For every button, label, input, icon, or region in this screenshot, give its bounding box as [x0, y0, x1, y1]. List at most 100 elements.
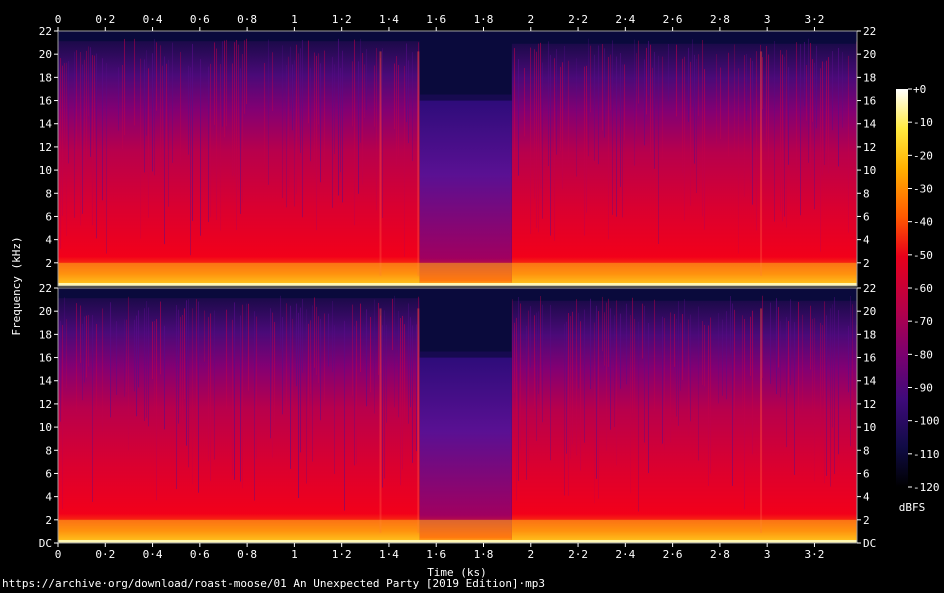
streak — [602, 296, 603, 352]
streak — [578, 312, 579, 389]
streak — [726, 311, 727, 400]
streak — [124, 38, 125, 136]
streak — [200, 59, 201, 236]
streak — [646, 47, 647, 115]
x-tick-label-top: 2·4 — [615, 13, 635, 26]
streak — [588, 38, 589, 157]
streak — [790, 299, 791, 385]
y-tick-label-left: 18 — [39, 328, 52, 341]
streak — [134, 319, 135, 392]
spectral-streaks — [60, 38, 857, 257]
streak — [634, 318, 635, 418]
streak — [286, 65, 287, 208]
streak — [118, 67, 119, 131]
streak — [64, 62, 65, 141]
streak — [580, 321, 581, 471]
streak — [192, 43, 193, 221]
colorbar-tick-label: -90 — [913, 382, 933, 395]
x-tick-label-bottom: 2·2 — [568, 548, 588, 561]
streak — [148, 68, 149, 218]
streak — [408, 60, 409, 144]
streak — [208, 317, 209, 461]
streak — [682, 58, 683, 173]
streak — [210, 313, 211, 481]
y-tick-label-right: 4 — [863, 234, 870, 247]
streak — [416, 324, 417, 452]
streak — [316, 306, 317, 375]
streak — [548, 41, 549, 166]
streak — [216, 48, 217, 220]
source-url-footer: https://archive·org/download/roast-moose… — [2, 577, 546, 590]
y-tick-label-right: 16 — [863, 352, 876, 365]
streak — [536, 51, 537, 229]
transient-line — [379, 51, 382, 276]
y-axis-label: Frequency (kHz) — [10, 236, 23, 335]
x-tick-label-top: 2·6 — [663, 13, 683, 26]
streak — [752, 310, 753, 455]
streak — [144, 308, 145, 421]
streak — [296, 44, 297, 194]
streak — [180, 51, 181, 164]
streak — [152, 53, 153, 172]
streak — [670, 312, 671, 443]
spectrum-section-2-lowpassed — [419, 357, 512, 543]
x-tick-label-bottom: 2 — [527, 548, 534, 561]
streak — [94, 55, 95, 170]
streak — [664, 317, 665, 450]
streak — [698, 306, 699, 461]
streak — [848, 55, 849, 233]
streak — [318, 53, 319, 125]
streak — [332, 56, 333, 208]
streak — [732, 303, 733, 486]
streak — [184, 308, 185, 400]
streak — [616, 56, 617, 217]
streak — [248, 303, 249, 391]
streak — [638, 321, 639, 512]
streak — [634, 39, 635, 166]
y-tick-label-left: 16 — [39, 95, 52, 108]
streak — [66, 319, 67, 389]
y-tick-label-right: 14 — [863, 118, 877, 131]
streak — [518, 59, 519, 176]
transient-line — [379, 308, 382, 533]
streak — [226, 309, 227, 409]
streak — [272, 312, 273, 458]
streak — [606, 302, 607, 451]
streak — [312, 305, 313, 462]
y-tick-label-right: 10 — [863, 164, 876, 177]
spectral-streaks — [58, 295, 857, 512]
y-tick-label-left: 10 — [39, 164, 52, 177]
y-tick-label-left: 8 — [45, 187, 52, 200]
spectrogram-panels — [57, 30, 858, 544]
streak — [126, 319, 127, 393]
streak — [82, 64, 83, 214]
streak — [842, 52, 843, 128]
streak — [404, 65, 405, 257]
y-tick-label-left: 22 — [39, 25, 52, 38]
streak — [180, 316, 181, 415]
streak — [152, 321, 153, 380]
y-tick-label-right: 12 — [863, 398, 876, 411]
streak — [282, 316, 283, 415]
streak — [694, 54, 695, 164]
streak — [802, 314, 803, 409]
streak — [826, 315, 827, 476]
streak — [850, 295, 851, 447]
streak — [292, 318, 293, 420]
x-tick-label-top: 0·6 — [190, 13, 210, 26]
y-tick-label-left: DC — [39, 537, 52, 550]
streak — [246, 38, 247, 105]
y-tick-label-left: 22 — [39, 282, 52, 295]
colorbar: +0 -10 -20 -30 -40 -50 -60 -70 -80 -90 -100 -110 -12… — [896, 83, 940, 514]
streak — [352, 61, 353, 127]
x-tick-label-top: 0·2 — [95, 13, 115, 26]
streak — [148, 307, 149, 427]
streak — [404, 324, 405, 417]
colorbar-tick-label: -20 — [913, 149, 933, 162]
streak — [204, 310, 205, 362]
y-tick-label-left: 12 — [39, 398, 52, 411]
streak — [324, 313, 325, 402]
y-tick-label-right: 8 — [863, 444, 870, 457]
streak — [138, 310, 139, 388]
streak — [86, 50, 87, 161]
